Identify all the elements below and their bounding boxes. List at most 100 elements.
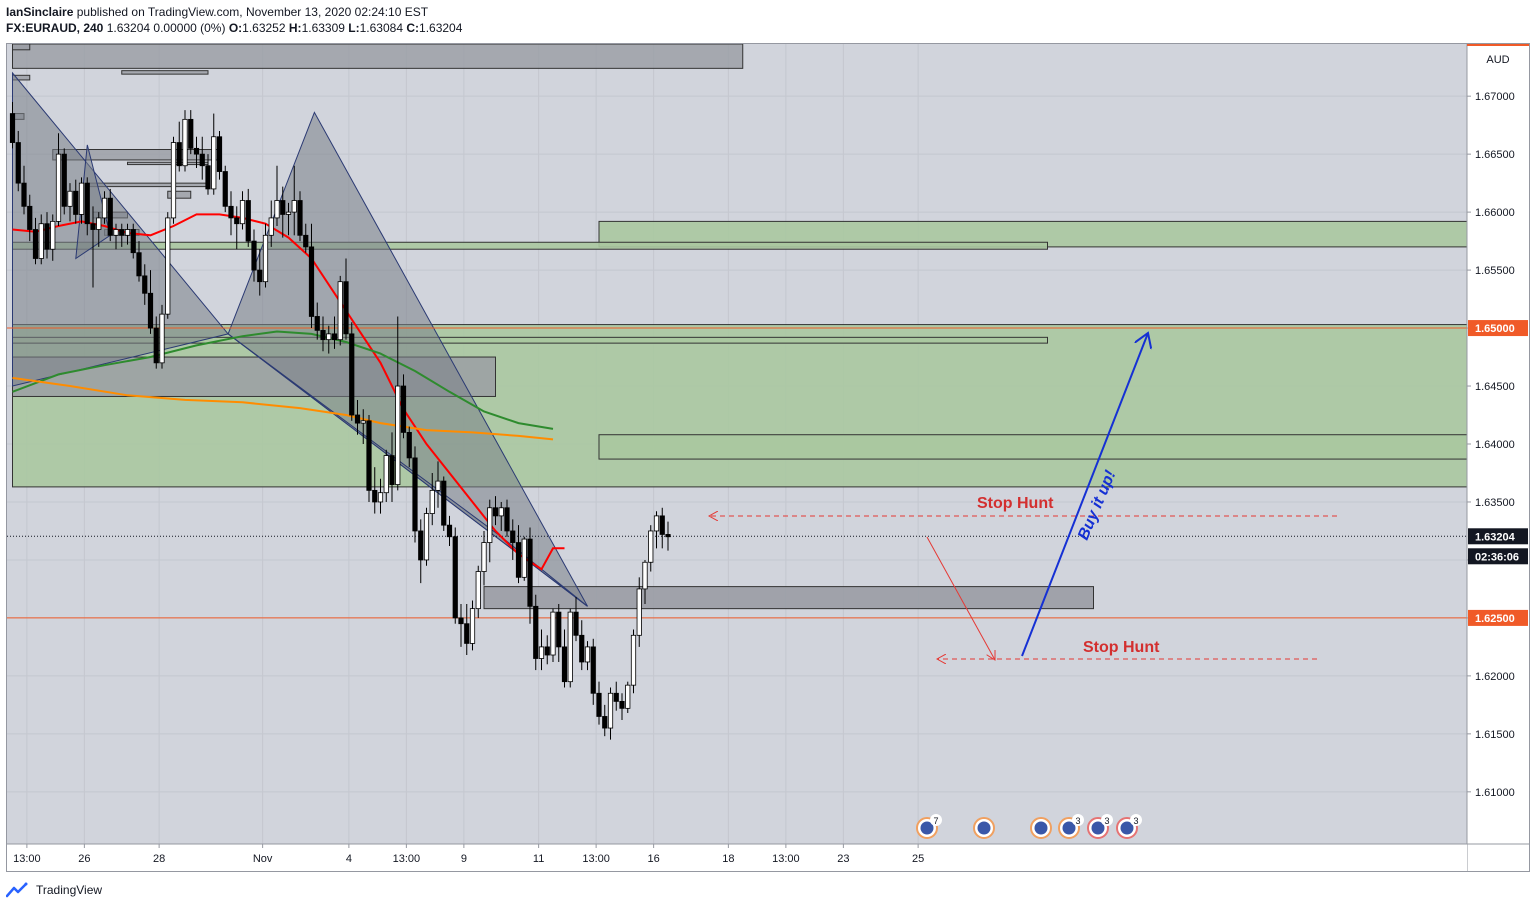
candle-down [510, 530, 516, 543]
candle-up [469, 608, 476, 644]
close-value: 1.63204 [419, 21, 463, 35]
candle-up [567, 611, 573, 683]
level-price-tag[interactable] [1468, 320, 1528, 337]
price-tick-label: 1.62000 [1475, 671, 1515, 683]
gray-box-tiny[interactable] [127, 161, 209, 166]
candle-down [544, 646, 550, 656]
candle-down [366, 420, 372, 491]
gray-zone-support[interactable] [483, 586, 1094, 610]
candle-down [222, 171, 228, 207]
candle-down [412, 457, 418, 532]
candle-up [159, 313, 165, 364]
price-tick-label: 1.64000 [1475, 439, 1515, 451]
candle-up [435, 480, 441, 491]
candle-down [205, 165, 211, 190]
candle-up [165, 217, 171, 315]
event-badge-count: 7 [933, 816, 938, 826]
zone-mid[interactable] [598, 434, 1468, 460]
candle-down [596, 692, 602, 717]
candle-up [337, 281, 343, 341]
candle-up [521, 538, 527, 578]
low-label: L: [348, 21, 360, 35]
candle-up [55, 153, 62, 222]
candle-down [90, 223, 96, 230]
candle-up [211, 136, 217, 190]
time-axis-background [7, 844, 1467, 871]
author-name[interactable]: IanSinclaire [6, 5, 74, 19]
last-price-tag-label: 1.63204 [1475, 531, 1516, 543]
time-tick-label: 26 [78, 853, 90, 865]
chart-header: IanSinclaire published on TradingView.co… [6, 4, 462, 36]
ohlc-line: FX:EURAUD, 240 1.63204 0.00000 (0%) O:1.… [6, 20, 462, 36]
time-tick-label: Nov [253, 853, 273, 865]
time-tick-label: 16 [648, 853, 660, 865]
open-value: 1.63252 [242, 21, 286, 35]
last-price-tag[interactable] [1468, 528, 1528, 545]
time-tick-label: 9 [461, 853, 467, 865]
harmonic-pattern[interactable] [12, 71, 588, 607]
candle-down [389, 455, 395, 485]
candle-up [67, 190, 73, 207]
eu-flag-icon [1062, 821, 1076, 835]
candle-down [533, 605, 539, 659]
level-price-tag[interactable] [1468, 609, 1528, 626]
candle-down [9, 113, 16, 143]
projection-arrow-down[interactable] [926, 536, 995, 660]
candle-down [331, 333, 338, 341]
countdown-tag [1468, 548, 1528, 565]
candle-down [619, 700, 625, 709]
close-label: C: [406, 21, 420, 35]
horizontal-levels[interactable] [7, 327, 1467, 619]
gray-box-tiny[interactable] [12, 44, 31, 51]
candle-up [487, 507, 493, 543]
candle-down [234, 217, 240, 225]
candle-up [584, 646, 591, 663]
candle-up [113, 229, 119, 236]
candle-down [343, 281, 349, 335]
candle-down [199, 153, 205, 167]
candle-down [659, 515, 665, 535]
candle-down [314, 316, 320, 331]
candle-down [406, 432, 412, 459]
time-tick-label: 13:00 [393, 853, 421, 865]
candle-up [268, 217, 274, 236]
price-tick-label: 1.65500 [1475, 265, 1515, 277]
time-axis[interactable]: 13:00 26 28 Nov 4 13:00 9 11 13:00 16 18 13:00 23 25 [7, 843, 1529, 871]
tradingview-logo-icon[interactable] [6, 882, 30, 898]
candle-down [119, 229, 125, 236]
demand-zone-large[interactable] [12, 324, 1468, 488]
candles [9, 101, 671, 740]
event-badge [930, 814, 942, 826]
candle-up [653, 515, 660, 532]
gray-box-tiny[interactable] [167, 190, 192, 199]
candle-up [481, 542, 487, 572]
candle-down [297, 200, 303, 236]
gray-box-tiny[interactable] [121, 70, 209, 75]
candle-up [636, 588, 642, 636]
buy-arrow-up[interactable] [1021, 333, 1148, 657]
gray-zone-top[interactable] [12, 44, 744, 69]
price-axis[interactable]: AUD 1.67000 1.66500 1.66000 1.65500 1.65000 1.… [1466, 44, 1529, 871]
candle-up [538, 646, 545, 659]
tradingview-brand[interactable]: TradingView [36, 883, 103, 897]
candle-down [464, 623, 470, 644]
time-tick-label: 11 [533, 853, 544, 865]
symbol-label[interactable]: FX:EURAUD, 240 [6, 21, 104, 35]
candle-down [251, 240, 257, 271]
candle-down [320, 329, 326, 341]
candle-up [38, 223, 44, 259]
moving-average-line [12, 330, 554, 430]
pattern-triangle-lower[interactable] [227, 333, 588, 607]
candle-down [613, 692, 619, 702]
candle-down [257, 269, 263, 283]
time-tick-label: 13:00 [13, 853, 41, 865]
event-markers[interactable]: 7 3 3 3 [916, 814, 1142, 839]
candle-up [262, 234, 269, 283]
candle-down [515, 542, 522, 578]
candle-down [573, 611, 579, 636]
candle-down [21, 182, 27, 207]
candle-down [561, 646, 568, 683]
candle-down [556, 611, 562, 648]
